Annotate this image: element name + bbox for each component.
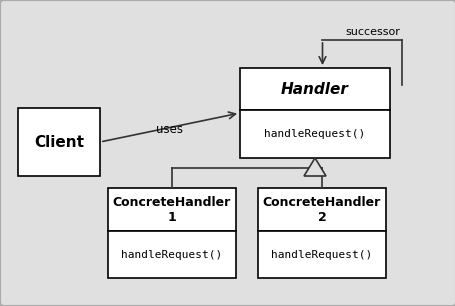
Text: Handler: Handler — [280, 82, 348, 97]
Bar — [239, 68, 389, 110]
Bar — [258, 188, 385, 231]
Bar — [239, 110, 389, 158]
Text: successor: successor — [344, 27, 399, 37]
Text: ConcreteHandler
2: ConcreteHandler 2 — [262, 196, 380, 224]
Bar — [18, 108, 100, 176]
Text: uses: uses — [156, 123, 183, 136]
Bar — [108, 231, 236, 278]
Text: ConcreteHandler
1: ConcreteHandler 1 — [113, 196, 231, 224]
Text: Client: Client — [34, 135, 84, 150]
Text: handleRequest(): handleRequest() — [264, 129, 365, 139]
Polygon shape — [303, 158, 325, 176]
Bar — [258, 231, 385, 278]
Bar — [108, 188, 236, 231]
Text: handleRequest(): handleRequest() — [121, 250, 222, 259]
Text: handleRequest(): handleRequest() — [271, 250, 372, 259]
